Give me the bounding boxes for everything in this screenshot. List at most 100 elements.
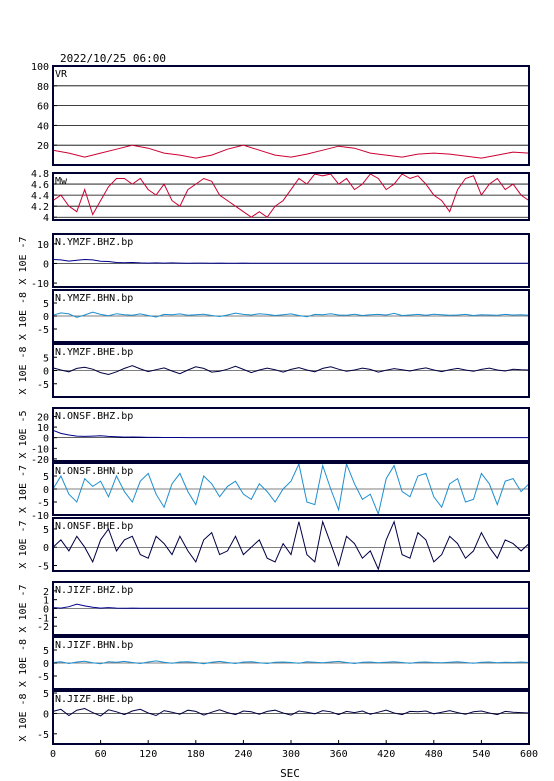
panel-11: -5 0 5 N.JIZF.BHE.bp X 10E -8 — [18, 689, 530, 745]
panel-frame — [52, 289, 530, 343]
y-tick-label: -5 — [37, 498, 49, 509]
x-axis: 0 60 120 180 240 300 360 420 480 540 600 — [50, 740, 538, 760]
y-tick-label: -10 — [31, 511, 49, 522]
panel-label: N.ONSF.BHN.bp — [55, 466, 133, 477]
x-tick-label: 0 — [50, 749, 56, 760]
series-line-11 — [52, 707, 530, 717]
panel-frame — [52, 636, 530, 690]
x-tick-label: 540 — [472, 749, 490, 760]
panel-frame — [52, 407, 530, 462]
panel-3: -10 0 10 N.YMZF.BHZ.bp X 10E -7 — [18, 233, 530, 290]
y-tick-label: 0 — [43, 434, 49, 445]
y-tick-label: 5 — [43, 689, 49, 700]
y-tick-label: 0 — [43, 709, 49, 720]
y-tick-label: 10 — [37, 423, 49, 434]
y-tick-label: 80 — [37, 82, 49, 93]
panel-label: VR — [55, 69, 68, 80]
y-tick-label: 4.4 — [31, 191, 49, 202]
y-tick-label: 4.8 — [31, 169, 49, 180]
unit-label: X 10E -8 — [18, 639, 29, 687]
x-tick-label: 600 — [520, 749, 538, 760]
y-tick-label: -10 — [31, 444, 49, 455]
unit-label: X 10E -7 — [18, 520, 29, 568]
panel-frame — [52, 343, 530, 398]
series-line-4 — [52, 311, 530, 318]
panel-8: -5 0 5 N.ONSF.BHE.bp X 10E -7 — [18, 517, 530, 573]
y-tick-label: 10 — [37, 240, 49, 251]
y-tick-label: 4.2 — [31, 202, 49, 213]
y-tick-label: -1 — [37, 613, 49, 624]
panel-label: N.ONSF.BHZ.bp — [55, 411, 133, 422]
unit-label: X 10E -7 — [18, 584, 29, 632]
series-line-7 — [52, 462, 530, 516]
series-line-9 — [52, 603, 529, 609]
unit-label: X 10E -8 — [18, 693, 29, 741]
y-tick-label: -2 — [37, 622, 49, 633]
x-tick-label: 60 — [95, 749, 107, 760]
panel-5: -5 0 5 N.YMZF.BHE.bp X 10E -8 — [18, 343, 530, 398]
y-tick-label: 4.6 — [31, 180, 49, 191]
x-tick-label: 360 — [330, 749, 348, 760]
y-tick-label: 4 — [43, 213, 49, 224]
unit-label: X 10E -8 — [18, 346, 29, 394]
panel-4: -5 0 5 N.YMZF.BHN.bp X 10E -8 — [18, 289, 530, 343]
y-tick-label: 0 — [43, 543, 49, 554]
panel-10: -5 0 5 N.JIZF.BHN.bp X 10E -8 — [18, 636, 530, 690]
panel-frame — [52, 172, 530, 221]
y-tick-label: 5 — [43, 353, 49, 364]
series-line-3 — [52, 258, 529, 264]
y-tick-label: 100 — [31, 62, 49, 73]
y-tick-label: 2 — [43, 587, 49, 598]
y-tick-label: 0 — [43, 367, 49, 378]
series-line-1 — [52, 144, 530, 159]
series-line-6 — [52, 429, 529, 439]
y-tick-label: -5 — [37, 730, 49, 741]
series-line-8 — [52, 519, 530, 571]
panel-1: 20 40 60 80 100 VR — [31, 62, 530, 166]
x-tick-label: 480 — [425, 749, 443, 760]
panel-label: N.JIZF.BHN.bp — [55, 640, 133, 651]
series-line-5 — [52, 365, 530, 376]
y-tick-label: 0 — [43, 605, 49, 616]
y-tick-label: 40 — [37, 121, 49, 132]
panel-frame — [52, 581, 530, 636]
y-tick-label: -20 — [31, 455, 49, 466]
y-tick-label: 0 — [43, 485, 49, 496]
panel-frame — [52, 462, 530, 516]
panel-2: 44.24.44.64.8 Mw — [31, 169, 530, 224]
y-tick-label: 5 — [43, 646, 49, 657]
panel-label: N.JIZF.BHE.bp — [55, 694, 133, 705]
y-tick-label: 20 — [37, 141, 49, 152]
panel-label: N.JIZF.BHZ.bp — [55, 585, 133, 596]
y-tick-label: 5 — [43, 525, 49, 536]
panel-frame — [52, 65, 530, 166]
panel-label: Mw — [55, 176, 68, 187]
figure-title: 2022/10/25 06:00 — [60, 52, 166, 65]
y-tick-label: 0 — [43, 259, 49, 270]
y-tick-label: 0 — [43, 312, 49, 323]
y-tick-label: 5 — [43, 472, 49, 483]
unit-label: X 10E -7 — [18, 465, 29, 513]
panel-label: N.YMZF.BHZ.bp — [55, 237, 133, 248]
x-axis-label: SEC — [280, 767, 300, 780]
y-tick-label: 5 — [43, 299, 49, 310]
unit-label: X 10E -8 — [18, 292, 29, 340]
panel-frame — [52, 517, 530, 572]
y-tick-label: 0 — [43, 659, 49, 670]
x-tick-label: 420 — [377, 749, 395, 760]
unit-label: X 10E -7 — [18, 236, 29, 284]
panel-label: N.YMZF.BHN.bp — [55, 293, 133, 304]
y-tick-label: -5 — [37, 380, 49, 391]
x-tick-label: 180 — [187, 749, 205, 760]
x-tick-label: 240 — [234, 749, 252, 760]
y-tick-label: -5 — [37, 562, 49, 573]
panel-frame — [52, 233, 530, 288]
series-line-2 — [52, 173, 530, 218]
panel-7: -10 -5 0 5 N.ONSF.BHN.bp X 10E -7 — [18, 462, 530, 522]
panel-label: N.ONSF.BHE.bp — [55, 521, 133, 532]
series-line-10 — [52, 660, 530, 665]
